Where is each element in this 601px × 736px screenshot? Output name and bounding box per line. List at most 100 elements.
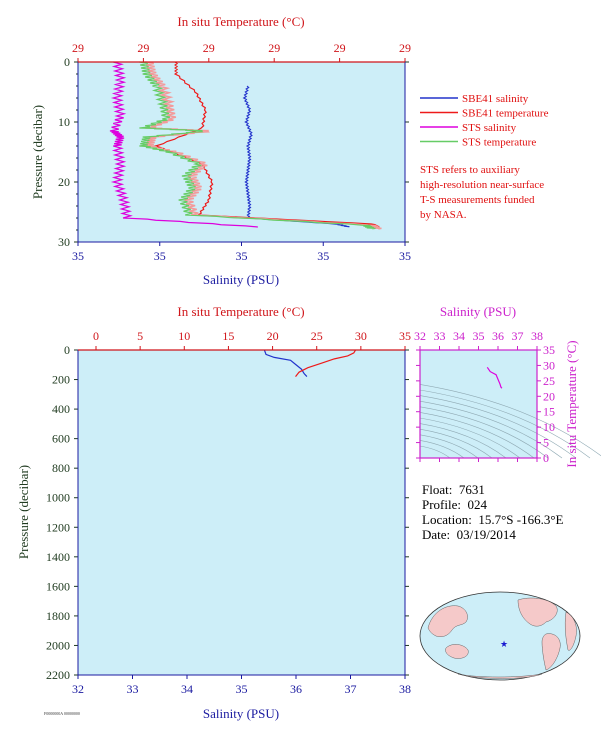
bottom-axis-tick-label: 35: [72, 249, 84, 263]
ts-top-tick-label: 36: [492, 329, 504, 343]
bottom-panel: In situ Temperature (°C) 0 5 10 15 20 25 30 35 …: [16, 304, 411, 721]
y-axis-tick-label: 1400: [46, 550, 70, 564]
top-axis-tick-label: 29: [334, 41, 346, 55]
y-axis-tick-label: 400: [52, 402, 70, 416]
top-axis-tick-label: 30: [355, 329, 367, 343]
map-land-north-america: [517, 597, 558, 627]
float-value: 7631: [458, 482, 485, 497]
legend-label: STS temperature: [462, 137, 536, 149]
ts-top-title: Salinity (PSU): [440, 304, 516, 319]
ts-top-tick-label: 33: [434, 329, 446, 343]
legend-label: STS salinity: [462, 122, 517, 134]
ts-top-ticks: 32 33 34 35 36 37 38: [414, 329, 543, 462]
ts-top-tick-label: 34: [453, 329, 465, 343]
bottom-axis-tick-label: 32: [72, 682, 84, 696]
ts-top-tick-label: 37: [512, 329, 524, 343]
note-line: T-S measurements funded: [420, 194, 535, 206]
ts-density-contour: [419, 445, 451, 459]
top-axis-tick-label: 29: [399, 41, 411, 55]
ts-top-tick-label: 32: [414, 329, 426, 343]
ts-right-tick-label: 0: [543, 451, 549, 465]
footer-code: F0000000A 00000000: [44, 711, 80, 716]
note-line: by NASA.: [420, 209, 467, 221]
ts-density-contour: [419, 440, 465, 459]
bottom-axis-tick-label: 33: [127, 682, 139, 696]
ts-density-contour: [419, 384, 601, 457]
top-axis-tick-label: 0: [93, 329, 99, 343]
series-line-sts-temperature: [139, 61, 376, 230]
top-axis-tick-label: 15: [222, 329, 234, 343]
note-line: high-resolution near-surface: [420, 179, 545, 191]
bottom-axis-tick-label: 35: [317, 249, 329, 263]
ts-density-contour: [419, 395, 577, 459]
y-axis-tick-label: 600: [52, 432, 70, 446]
ts-plot-frame: [419, 349, 538, 459]
y-axis-tick-label: 30: [58, 235, 70, 249]
y-axis-tick-label: 2200: [46, 668, 70, 682]
bottom-panel-y-ticks: 0 200 400 600 800 1000 1200 1400 1600 1800 2000 220…: [46, 343, 409, 682]
legend-label: SBE41 salinity: [462, 93, 529, 105]
map-land-europe-africa: [564, 611, 577, 651]
top-panel-y-title: Pressure (decibar): [30, 105, 45, 199]
ts-density-contour: [419, 428, 493, 459]
bottom-plot-area: [78, 350, 405, 675]
float-info: Float: 7631 Profile: 024 Location: 15.7°…: [422, 482, 563, 542]
y-axis-tick-label: 20: [58, 175, 70, 189]
location-value: 15.7°S -166.3°E: [478, 512, 564, 527]
y-axis-tick-label: 1200: [46, 520, 70, 534]
date-label: Date:: [422, 527, 451, 542]
date-value: 03/19/2014: [456, 527, 516, 542]
location-label: Location:: [422, 512, 472, 527]
ts-density-contour: [419, 400, 563, 459]
bottom-axis-tick-label: 35: [236, 682, 248, 696]
bottom-axis-tick-label: 36: [290, 682, 302, 696]
ts-right-tick-label: 35: [543, 343, 555, 357]
ts-right-tick-label: 30: [543, 358, 555, 372]
profile-label: Profile:: [422, 497, 461, 512]
y-axis-tick-label: 1000: [46, 491, 70, 505]
series-line-sbe41-temperature: [295, 349, 357, 377]
bottom-axis-tick-label: 35: [154, 249, 166, 263]
series-line-sbe41-salinity: [263, 349, 308, 377]
top-axis-tick-label: 5: [137, 329, 143, 343]
ts-right-tick-label: 15: [543, 405, 555, 419]
ts-density-contour: [419, 412, 535, 459]
y-axis-tick-label: 10: [58, 115, 70, 129]
y-axis-tick-label: 2000: [46, 638, 70, 652]
ts-density-contour: [419, 434, 479, 459]
bottom-panel-bottom-ticks: 32 33 34 35 36 37 38: [72, 675, 411, 696]
profile-value: 024: [467, 497, 488, 512]
bottom-panel-top-title: In situ Temperature (°C): [177, 304, 304, 319]
top-panel-bottom-title: Salinity (PSU): [203, 272, 279, 287]
map-land-australia: [445, 644, 469, 659]
ts-right-tick-label: 20: [543, 389, 555, 403]
ts-right-tick-label: 25: [543, 374, 555, 388]
map-land-antarctica: [457, 673, 543, 679]
top-axis-tick-label: 29: [268, 41, 280, 55]
bottom-axis-tick-label: 35: [236, 249, 248, 263]
y-axis-tick-label: 1800: [46, 609, 70, 623]
y-axis-tick-label: 0: [64, 343, 70, 357]
bottom-axis-tick-label: 38: [399, 682, 411, 696]
top-panel-bottom-ticks: 35 35 35 35 35: [72, 242, 411, 263]
ts-right-title: In situ Temperature (°C): [564, 340, 579, 467]
bottom-axis-tick-label: 37: [345, 682, 357, 696]
bottom-axis-tick-label: 34: [181, 682, 193, 696]
float-label: Float:: [422, 482, 453, 497]
y-axis-tick-label: 200: [52, 373, 70, 387]
float-location-map: ★: [419, 591, 581, 681]
legend-label: SBE41 temperature: [462, 108, 549, 120]
note-line: STS refers to auxiliary: [420, 164, 520, 176]
ts-series-line: [486, 366, 503, 389]
ts-top-tick-label: 35: [473, 329, 485, 343]
top-panel: In situ Temperature (°C) 29 29 29 29 29 29 35…: [30, 14, 411, 287]
top-panel-top-ticks: 29 29 29 29 29 29: [72, 41, 411, 62]
top-axis-tick-label: 29: [137, 41, 149, 55]
ts-density-contour: [419, 389, 591, 459]
map-land-asia-australia: [427, 605, 468, 637]
top-axis-tick-label: 29: [203, 41, 215, 55]
bottom-panel-series: [263, 349, 357, 377]
top-axis-tick-label: 20: [267, 329, 279, 343]
bottom-panel-top-ticks: 0 5 10 15 20 25 30 35: [93, 329, 411, 350]
